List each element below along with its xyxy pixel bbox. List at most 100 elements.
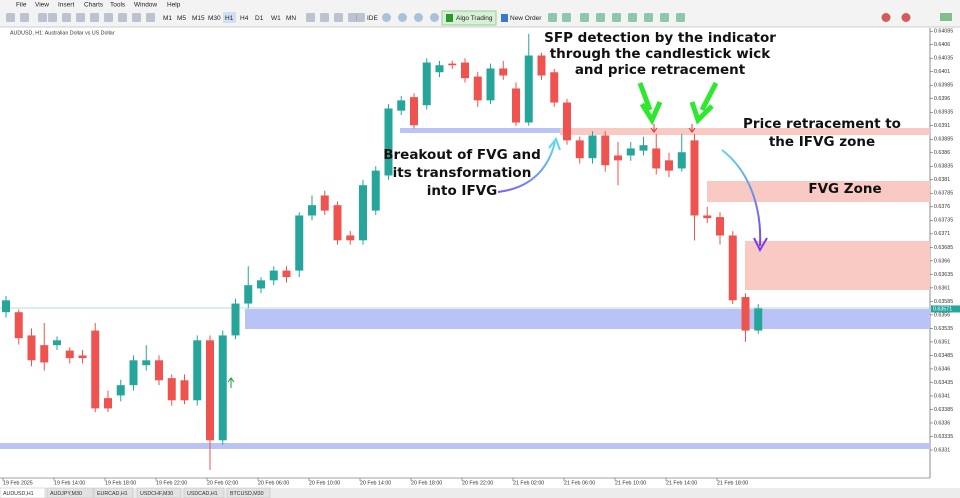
candle-body [65,350,74,359]
y-tick-label: 0.63535 [934,326,953,332]
y-tick-label: 0.63485 [934,353,953,359]
annotation: its transformation [393,165,532,181]
toolbar-button[interactable] [881,13,891,22]
toolbar-button[interactable] [430,13,439,22]
timeframe-button[interactable]: H4 [240,15,249,22]
tab[interactable] [93,487,134,498]
buy-signal [227,377,235,388]
timeframe-active [223,12,236,23]
candle-body [282,270,291,278]
toolbar-button[interactable] [382,13,391,22]
toolbar-button[interactable] [901,13,911,22]
current-price-label: 0.63571 [933,306,952,312]
y-tick-label: 0.6331 [934,447,950,453]
toolbar-button[interactable] [38,13,47,22]
menu-item[interactable]: Charts [84,2,104,9]
algo-trading-bg[interactable] [441,10,497,26]
toolbar-button[interactable] [6,13,15,22]
candle-body [448,63,457,66]
candle-body [499,68,508,76]
toolbar-button[interactable] [20,13,29,22]
toolbar-button[interactable] [132,13,141,22]
menu-item[interactable]: View [35,2,49,9]
menu-item[interactable]: Tools [110,2,126,9]
x-tick-label: 19 Feb 22:00 [156,480,187,486]
toolbar-button[interactable] [580,13,589,22]
menu-item[interactable]: Help [167,2,181,9]
annotation: into IFVG [427,183,497,199]
x-tick-label: 20 Feb 06:00 [258,480,289,486]
toolbar-button[interactable] [676,13,685,22]
candle-body [91,330,100,409]
candle-body [180,380,189,401]
timeframe-button[interactable]: M1 [163,15,172,22]
toolbar-button[interactable] [348,13,357,22]
toolbar-button[interactable] [320,13,329,22]
sfp-level [560,128,930,135]
window-control[interactable] [940,13,952,21]
tab-label[interactable]: USDCHF,M30 [140,491,173,497]
annotation-arrow [753,237,768,253]
tab[interactable] [183,487,225,498]
ide-button[interactable]: IDE [367,15,379,22]
toolbar-button[interactable] [414,13,423,22]
tab-label[interactable]: AUDJPY,M30 [50,491,82,497]
timeframe-button[interactable]: MN [286,15,296,22]
toolbar-button[interactable] [146,13,155,22]
candle-body [359,185,367,241]
candle-body [754,308,763,331]
x-tick-label: 20 Feb 02:00 [207,480,238,486]
tab-label[interactable]: EURCAD,H1 [97,491,128,497]
toolbar-button[interactable] [562,13,571,22]
toolbar-button[interactable] [356,13,365,22]
toolbar-button[interactable] [118,13,127,22]
timeframe-button[interactable]: H1 [225,15,234,22]
tab-active[interactable] [0,487,46,498]
timeframe-button[interactable]: M5 [177,15,186,22]
toolbar-button[interactable] [548,13,557,22]
toolbar-button[interactable] [628,13,637,22]
tab-label[interactable]: BTCUSD,M30 [230,491,264,497]
algo-trading-button[interactable]: Algo Trading [456,15,493,22]
toolbar-button[interactable] [306,13,315,22]
toolbar-button[interactable] [596,13,605,22]
timeframe-button[interactable]: M15 [192,15,205,22]
annotation-arrow [721,149,762,247]
toolbar-button[interactable] [90,13,99,22]
toolbar-button[interactable] [660,13,669,22]
candle-body [231,303,240,336]
y-tick-label: 0.63785 [934,191,953,197]
tab[interactable] [46,487,94,498]
toolbar-button[interactable] [612,13,621,22]
menu-item[interactable]: Window [134,2,157,9]
toolbar-button[interactable] [104,13,113,22]
toolbar-button[interactable] [62,13,71,22]
candle-body [537,55,546,76]
tab-label[interactable]: USDCAD,H1 [187,491,218,497]
tab[interactable] [226,487,271,498]
menu-item[interactable]: File [16,2,27,9]
timeframe-button[interactable]: W1 [271,15,281,22]
x-tick-label: 21 Feb 10:00 [615,480,646,486]
y-tick-label: 0.6366 [934,258,950,264]
timeframe-button[interactable]: D1 [255,15,264,22]
x-tick-label: 19 Feb 14:00 [54,480,85,486]
sfp-signal [650,124,658,133]
toolbar-button[interactable] [48,13,57,22]
menu-item[interactable]: Insert [58,2,74,9]
tab[interactable] [136,487,182,498]
toolbar-button[interactable] [334,13,343,22]
y-tick-label: 0.63985 [934,83,953,89]
toolbar-button[interactable] [644,13,653,22]
candle-body [142,360,151,366]
fvg-zone [707,181,930,202]
tab-label[interactable]: AUDUSD,H1 [3,491,34,497]
candle-body [652,148,661,169]
toolbar-button[interactable] [76,13,85,22]
new-order-button[interactable]: New Order [510,15,542,22]
toolbar-button[interactable] [398,13,407,22]
y-tick-label: 0.6371 [934,231,950,237]
signal-arrows [227,81,768,388]
y-tick-label: 0.6386 [934,150,950,156]
timeframe-button[interactable]: M30 [208,15,221,22]
